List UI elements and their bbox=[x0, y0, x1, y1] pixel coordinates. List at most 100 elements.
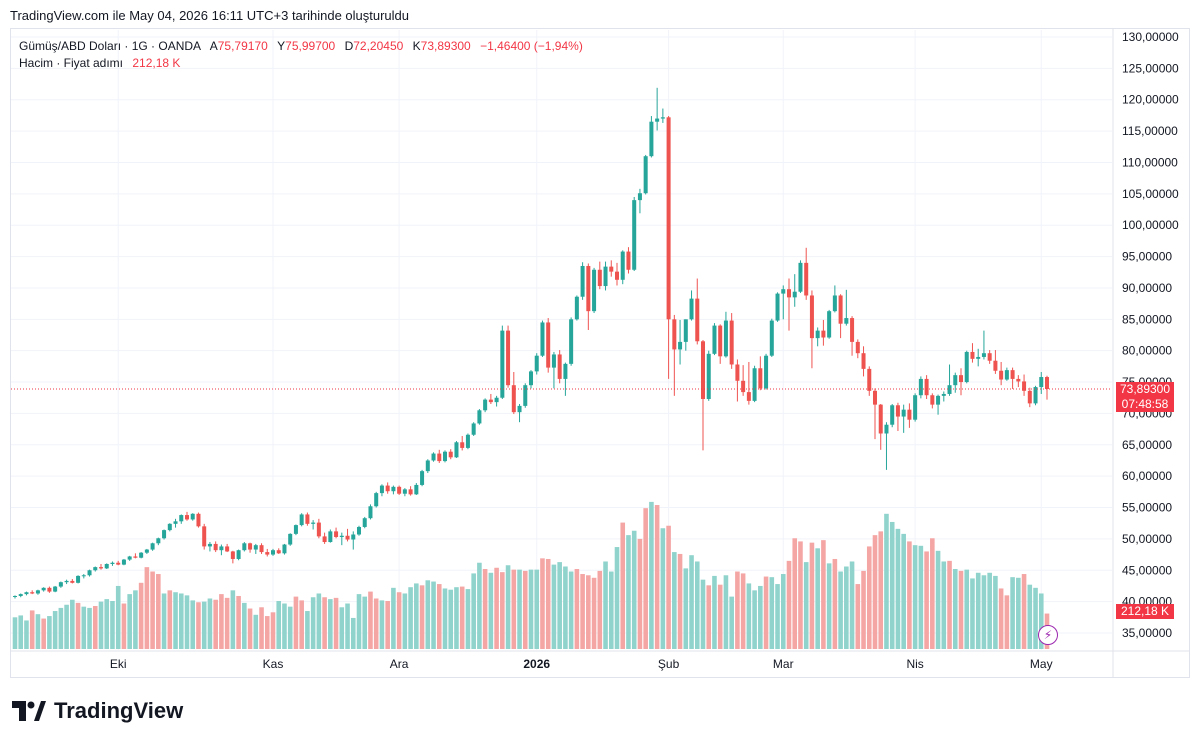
candle-body bbox=[695, 298, 700, 342]
candle-body bbox=[844, 318, 849, 324]
candle-body bbox=[374, 493, 379, 507]
volume-bar bbox=[24, 620, 29, 649]
candle-body bbox=[815, 330, 820, 339]
volume-bar bbox=[626, 535, 631, 649]
volume-bar bbox=[717, 584, 723, 649]
volume-bar bbox=[677, 553, 683, 649]
low-label: D bbox=[344, 39, 354, 53]
candle-body bbox=[265, 552, 270, 555]
y-tick-label: 105,00000 bbox=[1122, 187, 1179, 201]
volume-bar bbox=[706, 585, 712, 649]
volume-bar bbox=[1016, 577, 1021, 649]
volume-bar bbox=[597, 570, 603, 649]
candle-body bbox=[339, 535, 344, 538]
candle-body bbox=[1016, 378, 1021, 382]
symbol-title[interactable]: Gümüş/ABD Doları · 1G · OANDA bbox=[19, 39, 201, 53]
candle-body bbox=[626, 251, 631, 270]
candle-body bbox=[947, 385, 952, 394]
volume-bar bbox=[482, 569, 488, 649]
candle-body bbox=[64, 580, 69, 583]
volume-bar bbox=[465, 589, 471, 649]
volume-bar bbox=[190, 600, 196, 649]
volume-bar bbox=[379, 600, 385, 649]
candle-body bbox=[58, 582, 63, 587]
volume-bar bbox=[608, 571, 614, 649]
volume-bar bbox=[287, 606, 293, 649]
volume-bar bbox=[87, 607, 92, 649]
volume-bar bbox=[328, 599, 333, 649]
volume-bar bbox=[419, 585, 425, 649]
volume-value: 212,18 K bbox=[132, 56, 181, 70]
lightning-icon[interactable]: ⚡ bbox=[1038, 625, 1058, 645]
chart-caption: TradingView.com ile May 04, 2026 16:11 U… bbox=[10, 8, 410, 23]
candle-body bbox=[162, 530, 167, 539]
candle-body bbox=[660, 117, 665, 119]
volume-bar bbox=[866, 546, 872, 649]
candle-body bbox=[494, 397, 499, 403]
candle-body bbox=[379, 485, 384, 494]
candle-body bbox=[700, 341, 706, 399]
last-price-tag: 73,89300 07:48:58 bbox=[1116, 382, 1174, 412]
candle-body bbox=[488, 399, 493, 403]
candle-body bbox=[311, 522, 316, 524]
candle-body bbox=[184, 515, 190, 520]
candle-body bbox=[649, 121, 654, 157]
volume-bar bbox=[127, 594, 132, 649]
volume-bar bbox=[454, 587, 459, 649]
candle-body bbox=[139, 552, 144, 558]
volume-bar bbox=[299, 600, 304, 649]
candle-body bbox=[116, 562, 121, 565]
volume-bar bbox=[213, 599, 218, 649]
volume-bar bbox=[780, 574, 786, 649]
candle-body bbox=[1033, 387, 1038, 404]
tradingview-logo[interactable]: TradingView bbox=[12, 698, 183, 724]
candle-body bbox=[913, 395, 918, 420]
volume-bar bbox=[12, 617, 18, 649]
candle-body bbox=[603, 266, 608, 287]
candle-body bbox=[1010, 370, 1015, 379]
volume-bar bbox=[500, 572, 505, 649]
open-label: A bbox=[209, 39, 218, 53]
close-value: 73,89300 bbox=[420, 39, 471, 53]
candle-body bbox=[792, 291, 797, 298]
candle-body bbox=[345, 535, 350, 540]
candle-body bbox=[483, 399, 488, 411]
candle-body bbox=[173, 521, 178, 524]
volume-bar bbox=[70, 599, 75, 649]
candle-body bbox=[890, 405, 895, 425]
volume-bar bbox=[58, 607, 64, 649]
close-label: K bbox=[412, 39, 421, 53]
volume-bar bbox=[178, 593, 184, 649]
candle-body bbox=[563, 363, 568, 379]
x-tick-label: Şub bbox=[658, 657, 680, 671]
candle-body bbox=[397, 486, 402, 494]
volume-bar bbox=[425, 580, 431, 649]
volume-bar bbox=[219, 594, 224, 649]
candle-body bbox=[809, 295, 814, 339]
candle-body bbox=[895, 405, 900, 417]
volume-bar bbox=[373, 598, 379, 649]
bar-countdown: 07:48:58 bbox=[1121, 397, 1169, 411]
candle-body bbox=[620, 251, 625, 280]
candle-body bbox=[391, 486, 396, 492]
volume-bar bbox=[798, 541, 803, 649]
volume-label[interactable]: Hacim · Fiyat adımı bbox=[19, 56, 124, 70]
candle-body bbox=[706, 353, 711, 399]
candle-body bbox=[511, 385, 516, 413]
volume-bar bbox=[47, 616, 52, 649]
y-tick-label: 125,00000 bbox=[1122, 61, 1179, 75]
candle-body bbox=[448, 451, 453, 458]
volume-bar bbox=[792, 538, 798, 649]
volume-bar bbox=[35, 614, 41, 649]
candle-body bbox=[351, 534, 356, 540]
candle-body bbox=[362, 518, 367, 527]
volume-bar bbox=[436, 584, 442, 649]
candle-body bbox=[87, 570, 92, 576]
candle-body bbox=[1039, 377, 1044, 388]
volume-bar bbox=[98, 601, 104, 649]
candle-body bbox=[420, 471, 425, 485]
volume-bar bbox=[666, 525, 671, 649]
volume-bar bbox=[201, 601, 207, 649]
volume-bar bbox=[333, 597, 339, 649]
